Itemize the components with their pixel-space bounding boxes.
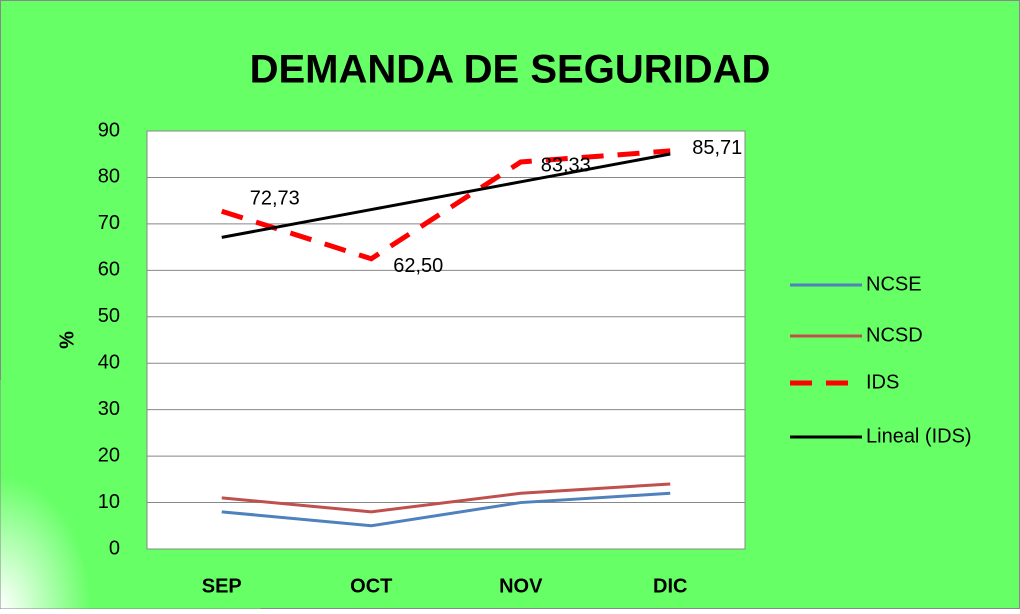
y-tick-label: 10 bbox=[98, 491, 120, 513]
series-line bbox=[221, 491, 671, 528]
y-tick-label: 0 bbox=[109, 537, 120, 559]
legend-label: NCSD bbox=[866, 324, 923, 346]
series-line bbox=[220, 148, 671, 262]
x-tick-label: NOV bbox=[499, 575, 543, 597]
x-tick-label: OCT bbox=[350, 575, 392, 597]
chart-title: DEMANDA DE SEGURIDAD bbox=[250, 48, 771, 92]
series-line bbox=[221, 152, 671, 239]
y-tick-label: 90 bbox=[98, 119, 120, 141]
y-tick-label: 40 bbox=[98, 352, 120, 374]
y-tick-label: 60 bbox=[98, 259, 120, 281]
x-tick-label: SEP bbox=[202, 575, 242, 597]
legend-label: NCSE bbox=[866, 273, 922, 295]
legend-label: IDS bbox=[866, 371, 899, 393]
legend-label: Lineal (IDS) bbox=[866, 425, 972, 447]
y-tick-label: 50 bbox=[98, 305, 120, 327]
data-label: 85,71 bbox=[692, 137, 742, 159]
y-tick-label: 30 bbox=[98, 398, 120, 420]
y-tick-label: 20 bbox=[98, 444, 120, 466]
series-line bbox=[221, 482, 671, 514]
y-tick-label: 80 bbox=[98, 166, 120, 188]
data-label: 62,50 bbox=[393, 255, 443, 277]
data-label: 72,73 bbox=[250, 187, 300, 209]
x-tick-label: DIC bbox=[653, 575, 687, 597]
y-axis-label: % bbox=[56, 331, 78, 349]
y-tick-label: 70 bbox=[98, 212, 120, 234]
